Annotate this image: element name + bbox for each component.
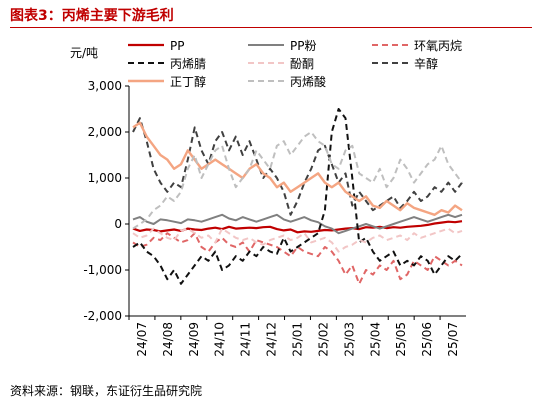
source-note: 资料来源：钢联，东证衍生品研究院	[10, 384, 203, 398]
legend-label: 正丁醇	[170, 74, 206, 89]
x-tick-label: 24/11	[239, 322, 253, 357]
series-line-PP粉	[132, 213, 463, 235]
x-tick-label: 25/07	[446, 322, 460, 357]
legend-label: 丙烯腈	[170, 57, 206, 71]
legend-label: 辛醇	[414, 56, 438, 71]
y-axis-label: 元/吨	[70, 46, 98, 60]
series-line-正丁醇	[132, 121, 463, 217]
series-line-PP	[132, 220, 463, 234]
x-tick-label: 24/08	[161, 322, 175, 357]
y-tick-label: 2,000	[88, 125, 122, 139]
y-tick-label: 3,000	[88, 79, 122, 93]
x-tick-label: 25/02	[316, 322, 330, 357]
series-line-丙烯腈	[132, 108, 463, 285]
y-tick-label: 1,000	[88, 171, 122, 185]
y-tick-label: -2,000	[83, 309, 122, 323]
chart-title: 图表3：丙烯主要下游毛利	[10, 8, 174, 24]
y-tick-label: 0	[114, 217, 122, 231]
x-tick-label: 25/01	[291, 322, 305, 357]
x-tick-label: 24/12	[265, 322, 279, 357]
x-tick-label: 25/05	[394, 322, 408, 357]
title-underline	[10, 27, 532, 28]
series-line-丙烯酸	[132, 131, 463, 230]
x-tick-label: 25/04	[368, 322, 382, 357]
x-tick-label: 25/03	[342, 322, 356, 357]
y-tick-label: -1,000	[83, 263, 122, 277]
x-tick-label: 24/07	[135, 322, 149, 357]
legend-label: PP粉	[290, 39, 316, 53]
series-line-环氧丙烷	[132, 232, 463, 285]
x-tick-label: 24/09	[187, 322, 201, 357]
legend-label: PP	[170, 39, 184, 53]
x-tick-label: 24/10	[213, 322, 227, 357]
series-line-辛醇	[132, 117, 463, 216]
legend-label: 酚酮	[290, 57, 314, 71]
x-tick-label: 25/06	[420, 322, 434, 357]
legend-label: 丙烯酸	[290, 74, 326, 89]
legend-label: 环氧丙烷	[414, 39, 462, 53]
series-line-酚酮	[132, 227, 463, 253]
